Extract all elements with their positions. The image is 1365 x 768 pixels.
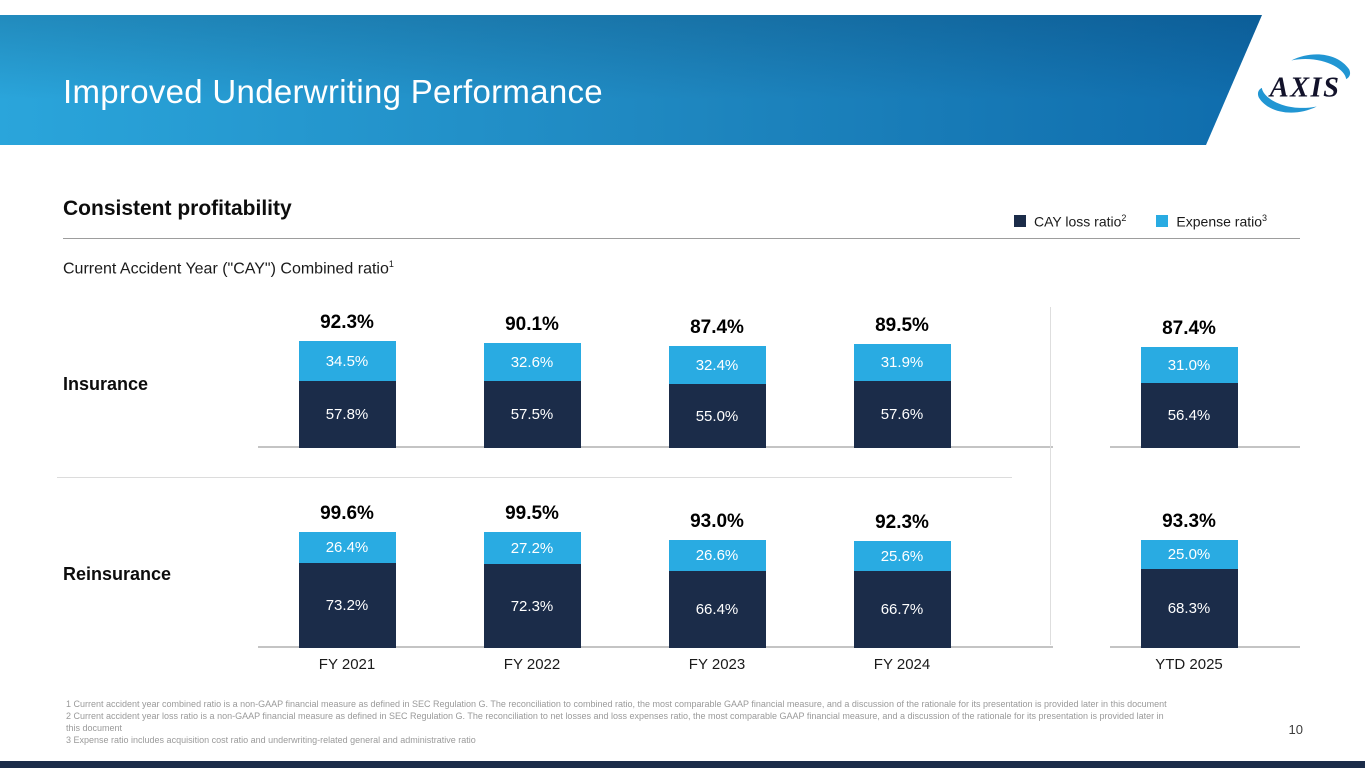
bar-segment-loss: 57.6% (853, 381, 951, 448)
legend-item-cay-loss-ratio: CAY loss ratio2 (1014, 213, 1126, 230)
row-label-reinsurance: Reinsurance (63, 564, 172, 584)
legend-label-loss: CAY loss ratio2 (1034, 213, 1126, 230)
page-number: 10 (1288, 722, 1303, 737)
legend-label-loss-text: CAY loss ratio (1034, 213, 1122, 230)
category-label: FY 2023 (688, 656, 746, 673)
legend-label-expense-sup: 3 (1262, 213, 1268, 223)
bar-total-label: 93.0% (690, 511, 744, 532)
footnote-2: 2 Current accident year loss ratio is a … (66, 711, 1164, 733)
bar-total-label: 89.5% (875, 315, 929, 336)
category-label: FY 2022 (503, 656, 561, 673)
bar-segment-loss: 57.5% (483, 381, 581, 448)
footnotes: 1 Current accident year combined ratio i… (66, 698, 1296, 746)
row-label-insurance: Insurance (63, 374, 149, 394)
bar-total-label: 93.3% (1162, 511, 1216, 532)
bottom-accent-bar (0, 761, 1365, 768)
legend-swatch-expense-icon (1156, 215, 1169, 228)
bar-segment-loss: 73.2% (298, 563, 396, 648)
bar-segment-loss: 66.4% (668, 571, 766, 648)
bar-segment-expense: 25.0% (1140, 540, 1238, 569)
bar-segment-expense: 26.6% (668, 540, 766, 571)
legend-swatch-loss-icon (1014, 215, 1026, 228)
ytd-separator-line (1050, 307, 1051, 645)
bar-segment-expense: 27.2% (483, 532, 581, 564)
footnote-1: 1 Current accident year combined ratio i… (66, 699, 1167, 709)
bar-segment-loss: 72.3% (483, 564, 581, 648)
subtitle-sup: 1 (388, 259, 394, 269)
category-label: FY 2021 (318, 656, 376, 673)
chart-subtitle: Current Accident Year ("CAY") Combined r… (63, 259, 394, 278)
legend-label-expense-text: Expense ratio (1176, 213, 1263, 230)
bar-total-label: 90.1% (505, 314, 559, 335)
bar-segment-loss: 56.4% (1140, 383, 1238, 448)
axis-baseline-insurance-fy (258, 446, 1053, 448)
category-label: YTD 2025 (1155, 656, 1223, 673)
bar-segment-expense: 31.9% (853, 344, 951, 381)
legend-label-expense: Expense ratio3 (1176, 213, 1267, 230)
heading-divider (63, 238, 1300, 239)
header-banner: Improved Underwriting Performance (0, 15, 1262, 145)
axis-logo: AXIS (1256, 50, 1354, 116)
axis-baseline-reinsurance-fy (258, 646, 1053, 648)
logo-text: AXIS (1268, 73, 1341, 104)
bar-segment-expense: 32.4% (668, 346, 766, 384)
bar-total-label: 92.3% (320, 312, 374, 333)
category-label: FY 2024 (873, 656, 931, 673)
bar-segment-expense: 31.0% (1140, 347, 1238, 383)
bar-total-label: 87.4% (1162, 318, 1216, 339)
legend-label-loss-sup: 2 (1121, 213, 1127, 223)
bar-segment-expense: 34.5% (298, 341, 396, 381)
logo-swoosh-top-icon (1291, 54, 1351, 80)
bar-total-label: 99.5% (505, 503, 559, 524)
bar-segment-loss: 66.7% (853, 571, 951, 648)
slide-title: Improved Underwriting Performance (63, 73, 603, 110)
bar-segment-expense: 26.4% (298, 532, 396, 563)
chart-legend: CAY loss ratio2 Expense ratio3 (1014, 213, 1267, 230)
section-heading: Consistent profitability (63, 197, 292, 220)
axis-logo-graphic: AXIS (1257, 54, 1351, 113)
bar-total-label: 99.6% (320, 503, 374, 524)
footnote-3: 3 Expense ratio includes acquisition cos… (66, 735, 476, 745)
bar-total-label: 87.4% (690, 317, 744, 338)
subtitle-text: Current Accident Year ("CAY") Combined r… (63, 260, 389, 278)
bar-segment-expense: 25.6% (853, 541, 951, 571)
bar-total-label: 92.3% (875, 512, 929, 533)
legend-item-expense-ratio: Expense ratio3 (1156, 213, 1267, 230)
bar-segment-loss: 55.0% (668, 384, 766, 448)
bar-segment-loss: 57.8% (298, 381, 396, 448)
logo-swoosh-bottom-icon (1257, 87, 1317, 113)
bar-segment-loss: 68.3% (1140, 569, 1238, 648)
row-divider (57, 477, 1012, 478)
bar-segment-expense: 32.6% (483, 343, 581, 381)
